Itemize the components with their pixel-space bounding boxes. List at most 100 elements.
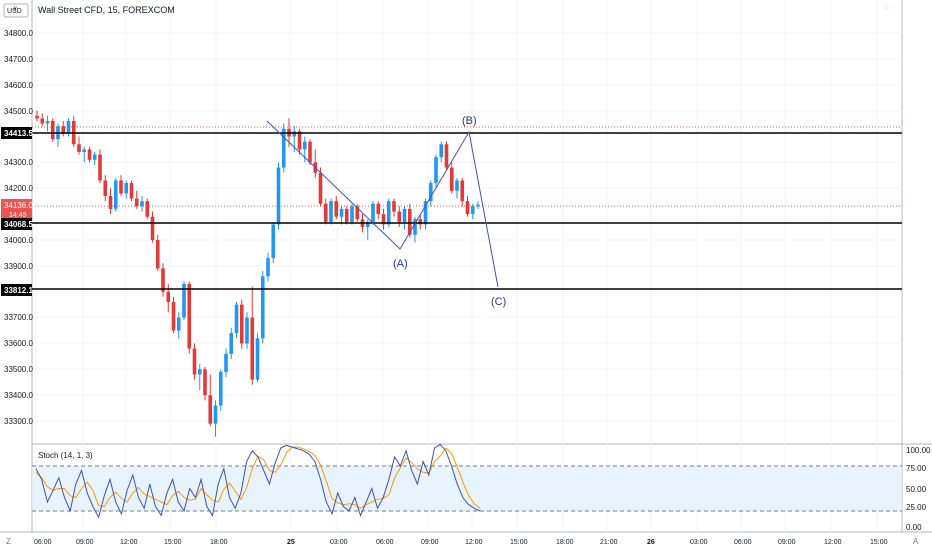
candle[interactable] — [229, 327, 234, 359]
candle[interactable] — [476, 201, 480, 209]
candle[interactable] — [455, 177, 459, 199]
candle[interactable] — [418, 214, 423, 230]
candle[interactable] — [392, 198, 396, 217]
candle[interactable] — [323, 198, 328, 225]
pane-settings-icon[interactable]: ◌ — [884, 3, 889, 12]
candle[interactable] — [124, 180, 129, 199]
candle[interactable] — [271, 221, 276, 264]
candle[interactable] — [234, 302, 239, 339]
candle[interactable] — [318, 167, 323, 207]
candle-body — [365, 221, 370, 228]
candle[interactable] — [344, 206, 349, 225]
candle[interactable] — [444, 141, 449, 171]
candle[interactable] — [350, 203, 354, 225]
timezone-button[interactable]: Z — [6, 537, 11, 546]
time-axis[interactable]: 06:00 09:00 12:00 15:00 18:00 25 03:00 06:00 09:… — [34, 539, 888, 546]
candle[interactable] — [82, 146, 87, 163]
price-tick-label: 34500.0 — [4, 107, 33, 116]
candle[interactable] — [397, 206, 402, 228]
candle[interactable] — [77, 136, 81, 155]
candle-body — [192, 348, 197, 375]
candle[interactable] — [176, 312, 181, 339]
candle[interactable] — [308, 139, 312, 165]
candle[interactable] — [213, 400, 218, 437]
auto-scale-button[interactable]: A — [913, 537, 919, 546]
candle[interactable] — [329, 198, 333, 225]
candle[interactable] — [113, 177, 118, 212]
candle[interactable] — [182, 281, 186, 321]
price-axis[interactable]: 34800.0 34700.0 34600.0 34500.0 34300.0 … — [4, 29, 33, 426]
candle[interactable] — [413, 216, 417, 243]
candle[interactable] — [470, 203, 475, 220]
stoch-tick-label: 100.00 — [906, 446, 931, 455]
candle[interactable] — [61, 120, 66, 137]
candle[interactable] — [334, 195, 339, 220]
candle[interactable] — [276, 162, 281, 230]
candle[interactable] — [40, 113, 45, 127]
candle[interactable] — [381, 208, 386, 230]
currency-button[interactable] — [3, 3, 29, 18]
chart-title[interactable]: Wall Street CFD, 15, FOREXCOM — [38, 5, 175, 15]
candle[interactable] — [161, 263, 165, 297]
candle[interactable] — [56, 123, 60, 147]
candle[interactable] — [92, 152, 97, 165]
candle[interactable] — [313, 149, 318, 178]
time-tick-label: 12:00 — [824, 539, 842, 546]
candle[interactable] — [339, 206, 344, 225]
stoch-tick-label: 0.00 — [906, 523, 922, 532]
candle[interactable] — [402, 206, 407, 230]
candle[interactable] — [266, 252, 270, 282]
candle[interactable] — [192, 343, 197, 380]
candle[interactable] — [87, 146, 92, 163]
candle[interactable] — [171, 296, 176, 334]
candle[interactable] — [140, 195, 144, 212]
candle[interactable] — [203, 366, 207, 401]
candle[interactable] — [428, 180, 433, 207]
candle[interactable] — [71, 115, 76, 147]
candle[interactable] — [145, 198, 150, 220]
candle[interactable] — [355, 203, 360, 222]
candle[interactable] — [423, 198, 428, 230]
candle[interactable] — [134, 190, 139, 209]
candle-body — [250, 317, 255, 380]
candle[interactable] — [103, 175, 108, 202]
candle[interactable] — [376, 201, 381, 220]
candle-body — [428, 183, 433, 202]
wave-label-a[interactable]: (A) — [393, 258, 408, 270]
candle[interactable] — [119, 175, 123, 196]
candle[interactable] — [50, 118, 55, 142]
candle[interactable] — [35, 110, 39, 121]
candle[interactable] — [155, 234, 160, 272]
candle[interactable] — [465, 195, 470, 217]
wave-label-b[interactable]: (B) — [462, 115, 477, 127]
candle-series[interactable] — [35, 110, 480, 437]
abc-wave-drawing[interactable] — [266, 120, 499, 288]
candle[interactable] — [281, 123, 286, 173]
candle[interactable] — [224, 348, 228, 378]
candle[interactable] — [245, 312, 249, 349]
candle[interactable] — [260, 271, 265, 344]
candle[interactable] — [371, 201, 375, 225]
candle[interactable] — [239, 299, 244, 349]
candle[interactable] — [460, 177, 465, 207]
candle[interactable] — [187, 281, 192, 354]
candle[interactable] — [250, 286, 255, 385]
candle[interactable] — [439, 141, 444, 163]
candle[interactable] — [434, 154, 438, 189]
candle[interactable] — [302, 136, 307, 163]
candle[interactable] — [98, 149, 102, 184]
candle[interactable] — [129, 180, 134, 202]
candle[interactable] — [197, 364, 202, 391]
candle[interactable] — [449, 162, 454, 194]
stoch-title[interactable]: Stoch (14, 1, 3) — [38, 451, 93, 460]
stoch-axis[interactable]: 100.00 75.00 50.00 25.00 0.00 — [906, 446, 931, 532]
wave-label-c[interactable]: (C) — [491, 296, 506, 308]
candle-body — [266, 258, 270, 277]
candle[interactable] — [108, 188, 113, 215]
candle[interactable] — [150, 211, 155, 243]
candle[interactable] — [208, 374, 213, 427]
candle[interactable] — [45, 115, 50, 132]
candle[interactable] — [218, 369, 223, 411]
candle[interactable] — [255, 333, 260, 383]
